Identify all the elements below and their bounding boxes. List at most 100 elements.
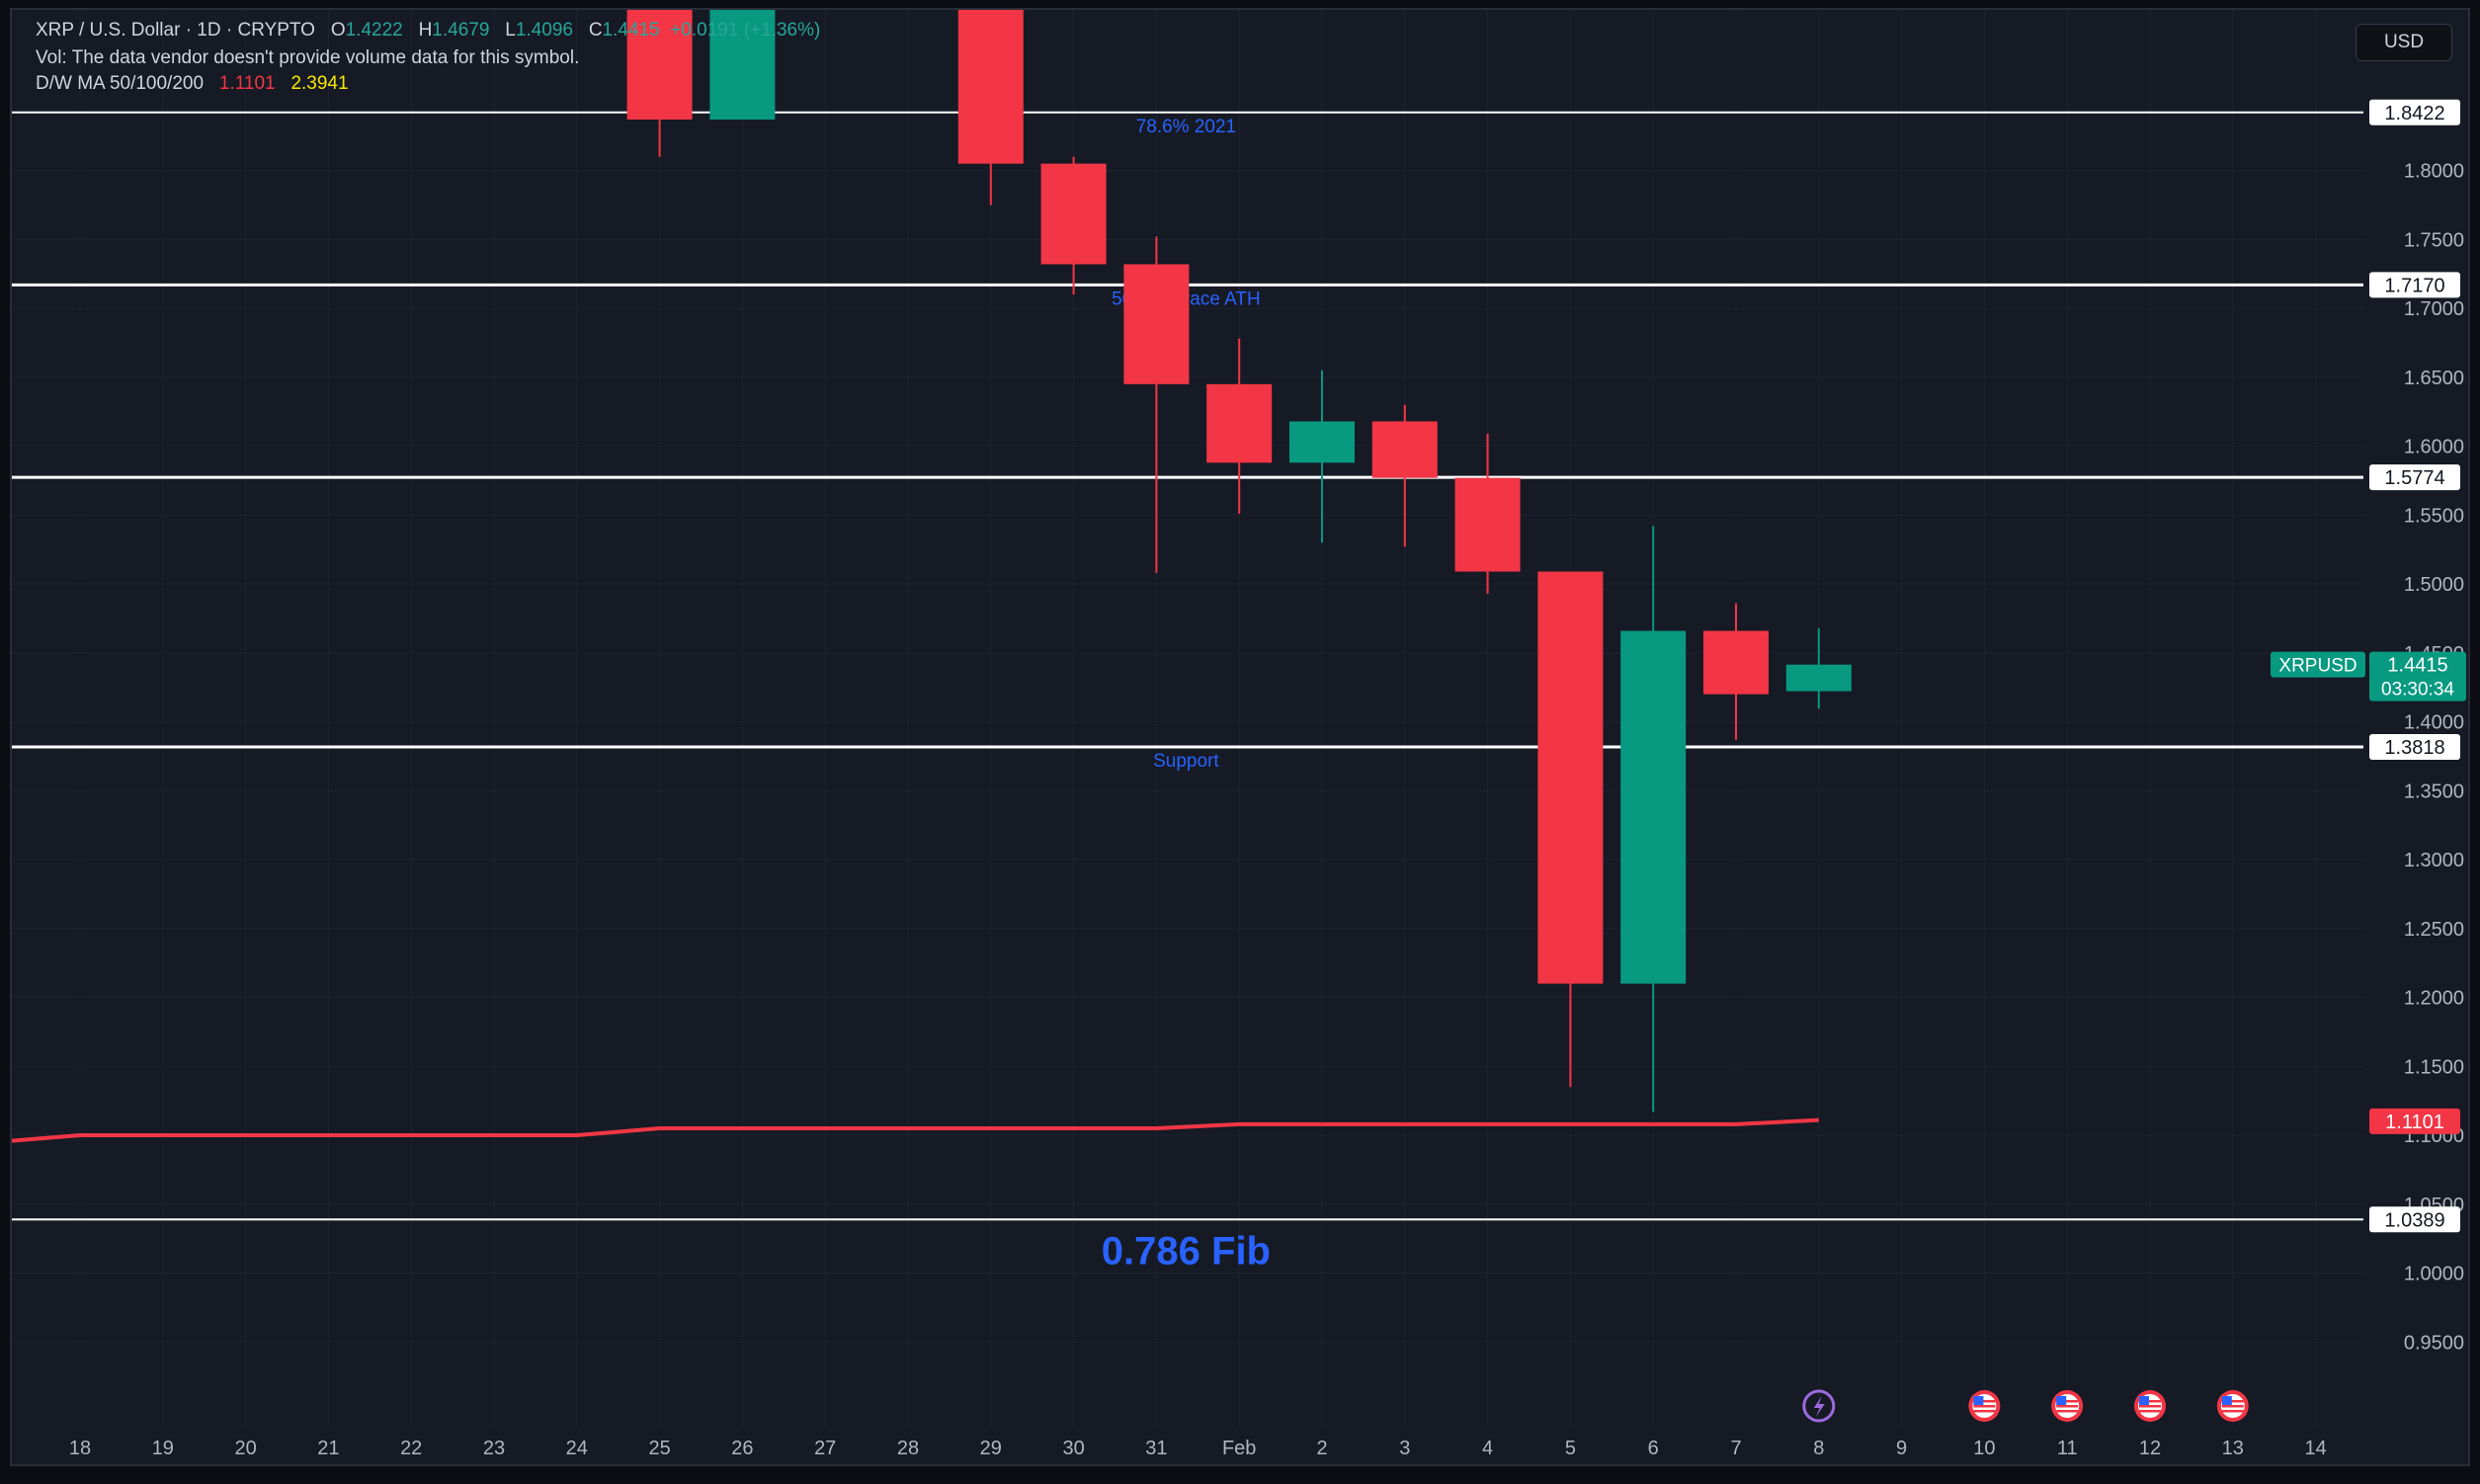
ma-tag-label: 1.1101 [2385, 1112, 2444, 1133]
symbol-tag-bg [2271, 651, 2365, 678]
price-tick-label: 1.4000 [2404, 712, 2464, 734]
price-tick-label: 1.5500 [2404, 505, 2464, 527]
time-tick-label: 10 [1973, 1438, 1995, 1459]
candle-body [1123, 264, 1190, 384]
ma-line [12, 1117, 1819, 1143]
time-tick-label: 24 [566, 1438, 588, 1459]
us-flag-icon[interactable] [2216, 1390, 2249, 1422]
change-value: +0.0191 (+1.36%) [670, 20, 821, 41]
level-tag-label: 1.7170 [2384, 275, 2444, 296]
price-tick-label: 1.8000 [2404, 161, 2464, 183]
level-tag-label: 1.3818 [2384, 737, 2444, 759]
countdown-label: 03:30:34 [2381, 680, 2454, 701]
level-tag-bg [2369, 464, 2460, 491]
time-tick-label: 18 [69, 1438, 91, 1459]
high-value: 1.4679 [432, 20, 490, 41]
flag-stripe [2056, 1405, 2079, 1408]
currency-button[interactable]: USD [2356, 24, 2452, 61]
level-tag-bg [2369, 272, 2460, 298]
volume-note: Vol: The data vendor doesn't provide vol… [36, 47, 580, 68]
price-tick-label: 1.7500 [2404, 229, 2464, 251]
level-tag-bg [2369, 733, 2460, 760]
time-tick-label: 31 [1145, 1438, 1167, 1459]
ma-value-1: 1.1101 [218, 73, 276, 94]
time-tick-label: Feb [1222, 1438, 1256, 1459]
flag-canton [2139, 1396, 2149, 1405]
open-value: 1.4222 [345, 20, 403, 41]
us-flag-icon[interactable] [2051, 1390, 2084, 1422]
level-tag-label: 1.5774 [2384, 467, 2444, 489]
high-label: H [418, 20, 433, 41]
time-tick-label: 13 [2222, 1438, 2244, 1459]
price-tick-label: 1.2000 [2404, 988, 2464, 1010]
ma-indicator-label[interactable]: D/W MA 50/100/200 [36, 73, 205, 94]
ma-value-2: 2.3941 [290, 73, 349, 94]
time-axis[interactable]: 18 19 20 21 22 23 24 25 26 27 28 29 30 31 Feb 2 3 4 5 6 7 8 9 1… [69, 1438, 2327, 1459]
time-tick-label: 23 [483, 1438, 505, 1459]
time-tick-label: 25 [648, 1438, 670, 1459]
level-annotation: Support [1153, 751, 1219, 772]
price-tick-label: 1.7000 [2404, 298, 2464, 320]
price-tick-label: 1.2500 [2404, 919, 2464, 941]
time-tick-label: 19 [152, 1438, 174, 1459]
flag-canton [2056, 1396, 2067, 1405]
time-tick-label: 11 [2057, 1438, 2078, 1459]
time-tick-label: 28 [897, 1438, 919, 1459]
flash-bolt [1813, 1396, 1825, 1417]
price-tag-bg [2369, 651, 2466, 701]
price-tick-label: 1.3000 [2404, 850, 2464, 871]
symbol-title[interactable]: XRP / U.S. Dollar · 1D · CRYPTO [36, 20, 315, 41]
level-tag-bg [2369, 1206, 2460, 1233]
time-tick-label: 4 [1482, 1438, 1493, 1459]
flag-stripe [2221, 1410, 2244, 1413]
candle-body [1620, 630, 1687, 984]
candle-body [1289, 421, 1355, 463]
us-flag-icon[interactable] [1968, 1390, 2001, 1422]
time-tick-label: 30 [1062, 1438, 1084, 1459]
price-tags: 1.8422 1.7170 1.5774 1.3818 1.0389 1.1101 XRPU… [2271, 99, 2466, 1233]
flash-icon[interactable] [1802, 1389, 1836, 1423]
grid-lines [12, 10, 2363, 1428]
time-tick-label: 5 [1565, 1438, 1576, 1459]
low-value: 1.4096 [515, 20, 573, 41]
flag-stripe [2056, 1410, 2079, 1413]
flag-stripe [1973, 1410, 1996, 1413]
us-flag-icon[interactable] [2134, 1390, 2166, 1422]
price-tick-label: 0.9500 [2404, 1332, 2464, 1354]
flag-canton [1973, 1396, 1984, 1405]
candle-body [626, 10, 693, 121]
candle-body [709, 10, 776, 121]
low-label: L [505, 20, 516, 41]
level-annotation: 78.6% 2021 [1136, 117, 1236, 137]
candle-body [1454, 477, 1521, 572]
time-tick-label: 20 [234, 1438, 256, 1459]
price-tick-label: 1.3500 [2404, 781, 2464, 802]
time-tick-label: 14 [2304, 1438, 2326, 1459]
flag-canton [2221, 1396, 2232, 1405]
time-tick-label: 21 [317, 1438, 339, 1459]
flag-stripe [2139, 1400, 2161, 1403]
flash-ring [1802, 1389, 1836, 1423]
flag-stripe [2221, 1400, 2244, 1403]
candle-body [957, 10, 1024, 164]
time-tick-label: 2 [1316, 1438, 1327, 1459]
time-tick-label: 29 [980, 1438, 1002, 1459]
flag-stripe [2139, 1405, 2161, 1408]
ma-tag-bg [2369, 1108, 2460, 1134]
flag-stripe [1973, 1400, 1996, 1403]
price-tick-label: 1.0000 [2404, 1264, 2464, 1285]
flag-stripe [2139, 1410, 2161, 1413]
price-tick-label: 1.5000 [2404, 574, 2464, 596]
price-tick-label: 1.6500 [2404, 368, 2464, 389]
time-tick-label: 9 [1896, 1438, 1907, 1459]
legend-row-ma: D/W MA 50/100/200 1.1101 2.3941 [36, 73, 349, 95]
candle-body [1206, 383, 1273, 463]
level-tag-label: 1.0389 [2384, 1209, 2444, 1231]
ma-line-group [12, 1117, 1819, 1143]
open-label: O [330, 20, 346, 41]
flag-stripe [1973, 1405, 1996, 1408]
flag-stripe [2056, 1400, 2079, 1403]
price-tick-label: 1.6000 [2404, 437, 2464, 458]
candle-body [1703, 630, 1769, 695]
